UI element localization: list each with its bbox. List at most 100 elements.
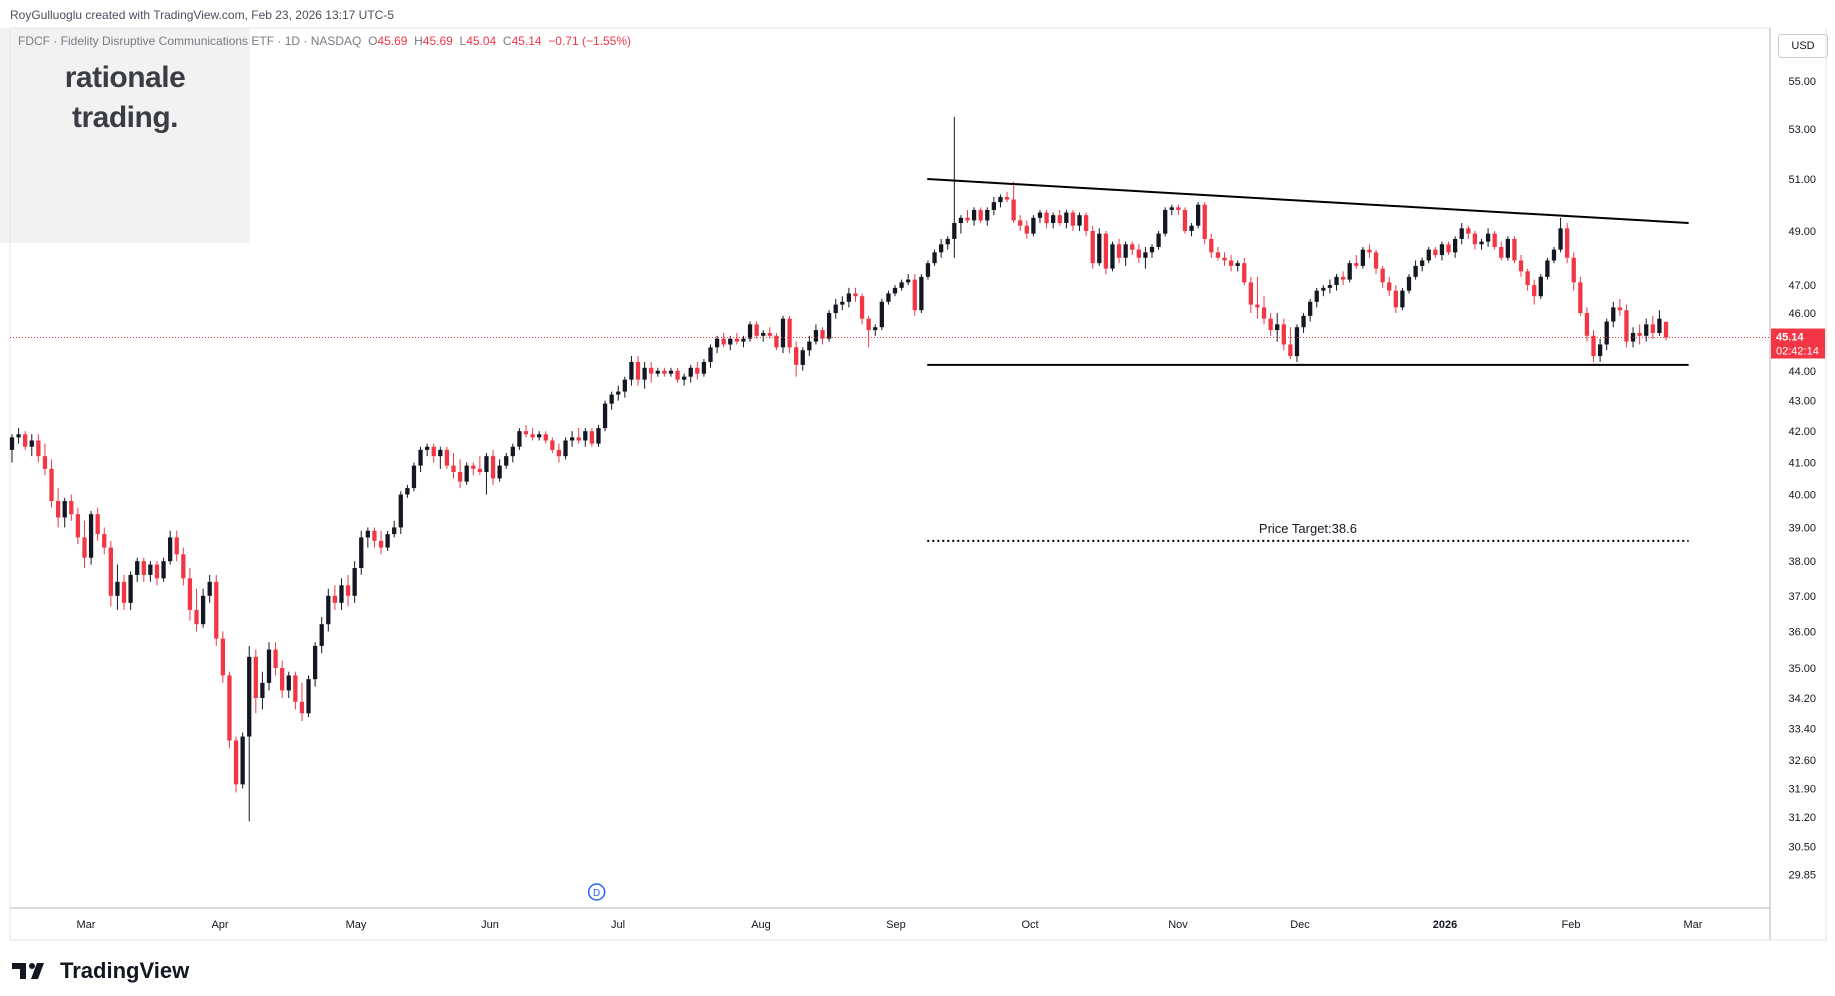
candle-body <box>576 437 581 441</box>
candle-body <box>925 263 931 277</box>
candle-body <box>998 196 1003 203</box>
candle-body <box>372 530 377 541</box>
candle-body <box>9 437 15 450</box>
candle-body <box>280 667 285 691</box>
candle-body <box>141 561 146 575</box>
candle-body <box>1004 196 1010 200</box>
candle-body <box>1077 215 1082 226</box>
candle-body <box>543 434 548 441</box>
candle-body <box>912 279 917 311</box>
candle-body <box>1057 215 1062 224</box>
candle-body <box>1097 233 1102 264</box>
candle-body <box>42 456 48 469</box>
y-tick-label: 40.00 <box>1788 490 1816 502</box>
candle-body <box>537 434 542 438</box>
candle-body <box>721 338 726 345</box>
candle-body <box>1505 238 1510 258</box>
candle-body <box>299 701 305 714</box>
candle-body <box>1156 233 1161 247</box>
candle-body <box>1103 233 1109 269</box>
candle-body <box>345 585 351 596</box>
currency-button[interactable]: USD <box>1778 34 1828 58</box>
y-tick-label: 49.00 <box>1788 226 1816 238</box>
candle-body <box>938 244 944 253</box>
y-tick-label: 30.50 <box>1788 842 1816 854</box>
candle-body <box>1248 282 1253 305</box>
candle-body <box>965 217 970 221</box>
candle-body <box>1281 324 1286 345</box>
logo-line-1: rationale <box>64 61 186 94</box>
high-label: H <box>414 34 423 48</box>
candle-body <box>985 209 990 221</box>
candle-body <box>36 440 41 457</box>
candle-body <box>154 564 160 579</box>
candle-body <box>556 449 562 457</box>
candle-body <box>1182 209 1188 231</box>
candle-body <box>780 318 786 348</box>
candle-body <box>846 293 852 302</box>
candle-body <box>1472 233 1478 245</box>
candle-body <box>431 446 436 457</box>
x-tick-label: 2026 <box>1433 919 1457 931</box>
x-tick-label: May <box>346 919 367 931</box>
candle-body <box>306 679 311 714</box>
candle-body <box>1189 225 1194 231</box>
y-tick-label: 55.00 <box>1788 76 1816 88</box>
candle-body <box>596 428 601 444</box>
candle-body <box>662 370 667 374</box>
candle-body <box>800 350 805 365</box>
candle-body <box>332 595 338 603</box>
candle-body <box>886 293 891 302</box>
candle-body <box>1551 249 1557 261</box>
candle-body <box>873 327 878 331</box>
candle-body <box>497 465 502 479</box>
symbol-legend: FDCF · Fidelity Disruptive Communication… <box>18 34 631 48</box>
candle-body <box>286 675 291 691</box>
candle-body <box>1169 207 1174 210</box>
candle-body <box>728 338 733 345</box>
candle-body <box>688 367 693 377</box>
candle-body <box>273 649 278 668</box>
candle-body <box>1011 199 1016 221</box>
candle-body <box>207 581 212 596</box>
candle-body <box>747 324 753 339</box>
candle-body <box>161 561 166 579</box>
candle-body <box>1123 244 1128 258</box>
y-tick-label: 51.00 <box>1788 174 1816 186</box>
candle-body <box>220 638 226 676</box>
close-value: 45.14 <box>511 34 542 48</box>
candle-body <box>840 301 845 305</box>
y-tick-label: 32.60 <box>1788 755 1816 767</box>
candle-body <box>971 209 977 221</box>
candle-body <box>253 656 258 698</box>
candle-body <box>1400 290 1405 308</box>
candle-body <box>477 468 483 473</box>
x-tick-label: Apr <box>211 919 228 931</box>
candle-body <box>1176 207 1181 210</box>
candle-body <box>978 209 983 221</box>
candle-body <box>1545 260 1550 277</box>
candle-body <box>622 379 627 392</box>
candle-body <box>1466 228 1471 234</box>
candle-body <box>1597 344 1603 357</box>
candle-body <box>214 581 219 639</box>
y-tick-label: 38.00 <box>1788 556 1816 568</box>
candle-body <box>128 574 133 603</box>
candle-body <box>1373 252 1379 269</box>
candle-body <box>1070 212 1076 226</box>
x-tick-label: Sep <box>886 919 906 931</box>
candle-body <box>1657 318 1662 333</box>
x-tick-label: Dec <box>1290 919 1310 931</box>
candle-body <box>635 361 641 380</box>
candle-body <box>1090 230 1095 264</box>
candle-body <box>181 554 186 579</box>
candle-body <box>1360 249 1366 266</box>
candle-body <box>95 514 100 535</box>
candle-body <box>1044 212 1049 224</box>
candle-body <box>642 367 647 380</box>
y-tick-label: 29.85 <box>1788 870 1816 882</box>
candle-body <box>616 391 621 395</box>
candle-body <box>1116 244 1122 258</box>
candle-body <box>1479 241 1484 245</box>
